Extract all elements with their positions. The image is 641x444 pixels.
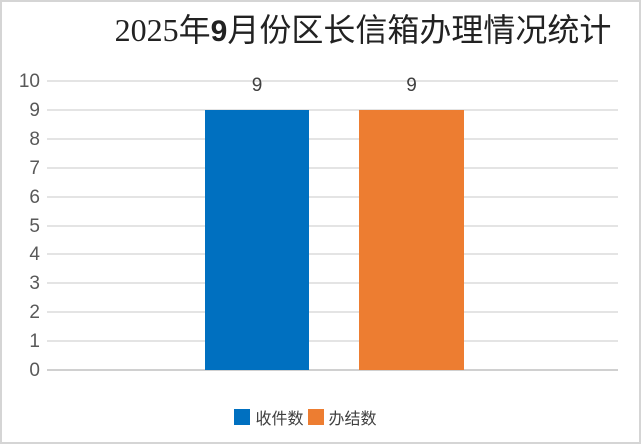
y-axis-tick-label: 5 bbox=[29, 215, 40, 237]
data-label-completed: 9 bbox=[406, 74, 417, 96]
y-axis-tick-label: 1 bbox=[29, 331, 40, 353]
y-axis-tick-label: 8 bbox=[29, 128, 40, 150]
gridline bbox=[47, 166, 618, 169]
data-label-received: 9 bbox=[251, 74, 263, 96]
chart-title: 2025年9月份区长信箱办理情况统计 bbox=[85, 8, 639, 52]
gridline bbox=[47, 340, 618, 343]
y-axis-tick-label: 3 bbox=[29, 273, 40, 295]
y-axis-tick-label: 9 bbox=[29, 99, 40, 121]
bar-received-count bbox=[205, 109, 309, 370]
gridline bbox=[47, 195, 618, 198]
y-axis-tick-label: 4 bbox=[29, 244, 40, 266]
y-axis-tick-label: 0 bbox=[29, 360, 40, 381]
y-axis: 0 1 2 3 4 5 6 7 8 9 10 bbox=[2, 72, 40, 380]
legend-label-completed: 办结数 bbox=[328, 411, 377, 428]
x-axis-line bbox=[47, 369, 618, 371]
gridline bbox=[47, 311, 618, 314]
bar-completed-count bbox=[359, 109, 464, 370]
y-axis-tick-label: 10 bbox=[18, 71, 40, 92]
legend-label-received: 收件数 bbox=[255, 411, 304, 428]
y-axis-tick-label: 2 bbox=[29, 302, 40, 324]
gridline bbox=[47, 224, 618, 227]
legend: 收件数 办结数 bbox=[2, 404, 624, 430]
gridline bbox=[47, 80, 618, 82]
gridline bbox=[47, 253, 618, 256]
legend-swatch-blue-icon bbox=[234, 409, 251, 425]
chart-title-month-digit: 9 bbox=[210, 15, 228, 48]
chart-title-prefix: 2025年 bbox=[114, 12, 211, 48]
legend-swatch-orange-icon bbox=[307, 409, 324, 425]
y-axis-tick-label: 6 bbox=[29, 186, 40, 208]
gridline bbox=[47, 137, 618, 140]
plot-area: 9 9 bbox=[47, 75, 618, 371]
gridline bbox=[47, 282, 618, 285]
y-axis-tick-label: 7 bbox=[29, 157, 40, 179]
chart-title-suffix: 月份区长信箱办理情况统计 bbox=[227, 12, 612, 48]
gridline bbox=[47, 108, 618, 111]
legend-item-completed: 办结数 bbox=[307, 405, 377, 429]
legend-item-received: 收件数 bbox=[234, 405, 304, 429]
